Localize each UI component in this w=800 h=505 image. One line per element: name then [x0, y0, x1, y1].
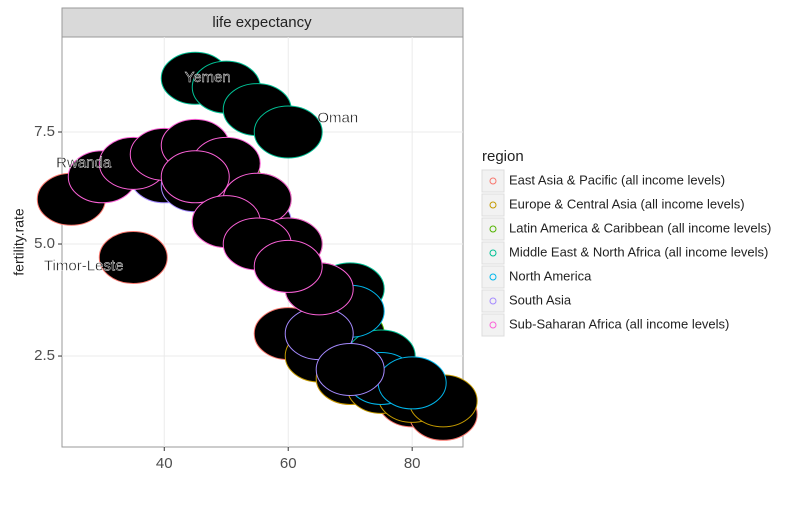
legend-label: Sub-Saharan Africa (all income levels) — [509, 316, 729, 331]
legend-label: Europe & Central Asia (all income levels… — [509, 196, 745, 211]
y-tick-label: 7.5 — [34, 123, 55, 140]
annotation: Timor-Leste — [44, 257, 123, 274]
legend-label: Latin America & Caribbean (all income le… — [509, 220, 771, 235]
x-tick-label: 80 — [404, 455, 421, 472]
x-tick-label: 40 — [156, 455, 173, 472]
legend-label: East Asia & Pacific (all income levels) — [509, 172, 725, 187]
legend-key — [481, 265, 505, 289]
legend-symbol — [489, 225, 497, 233]
point — [315, 342, 385, 396]
legend-symbol — [489, 297, 497, 305]
annotation: Yemen — [185, 69, 231, 86]
legend-key — [481, 289, 505, 313]
legend-label: Middle East & North Africa (all income l… — [509, 244, 768, 259]
legend-key — [481, 241, 505, 265]
strip-title: life expectancy — [212, 14, 312, 31]
x-tick-label: 60 — [280, 455, 297, 472]
annotation: Rwanda — [56, 154, 112, 171]
point — [160, 150, 230, 204]
legend-symbol — [489, 321, 497, 329]
point — [377, 356, 447, 410]
marks: Yemen Rwanda Timor-Leste Oman — [36, 51, 478, 441]
legend-key — [481, 193, 505, 217]
y-tick-label: 2.5 — [34, 347, 55, 364]
annotation: Oman — [317, 110, 358, 127]
legend-symbol — [489, 273, 497, 281]
y-tick-label: 5.0 — [34, 235, 55, 252]
legend-title: region — [482, 148, 524, 165]
legend-label: North America — [509, 268, 592, 283]
point — [98, 230, 168, 284]
legend-symbol — [489, 249, 497, 257]
legend-label: South Asia — [509, 292, 572, 307]
point — [253, 239, 323, 293]
y-axis-label: fertility.rate — [11, 208, 27, 276]
strip — [61, 7, 464, 38]
legend-symbol — [489, 201, 497, 209]
legend-key — [481, 169, 505, 193]
legend-key — [481, 313, 505, 337]
legend-key — [481, 217, 505, 241]
point — [253, 105, 323, 159]
legend-symbol — [489, 177, 497, 185]
